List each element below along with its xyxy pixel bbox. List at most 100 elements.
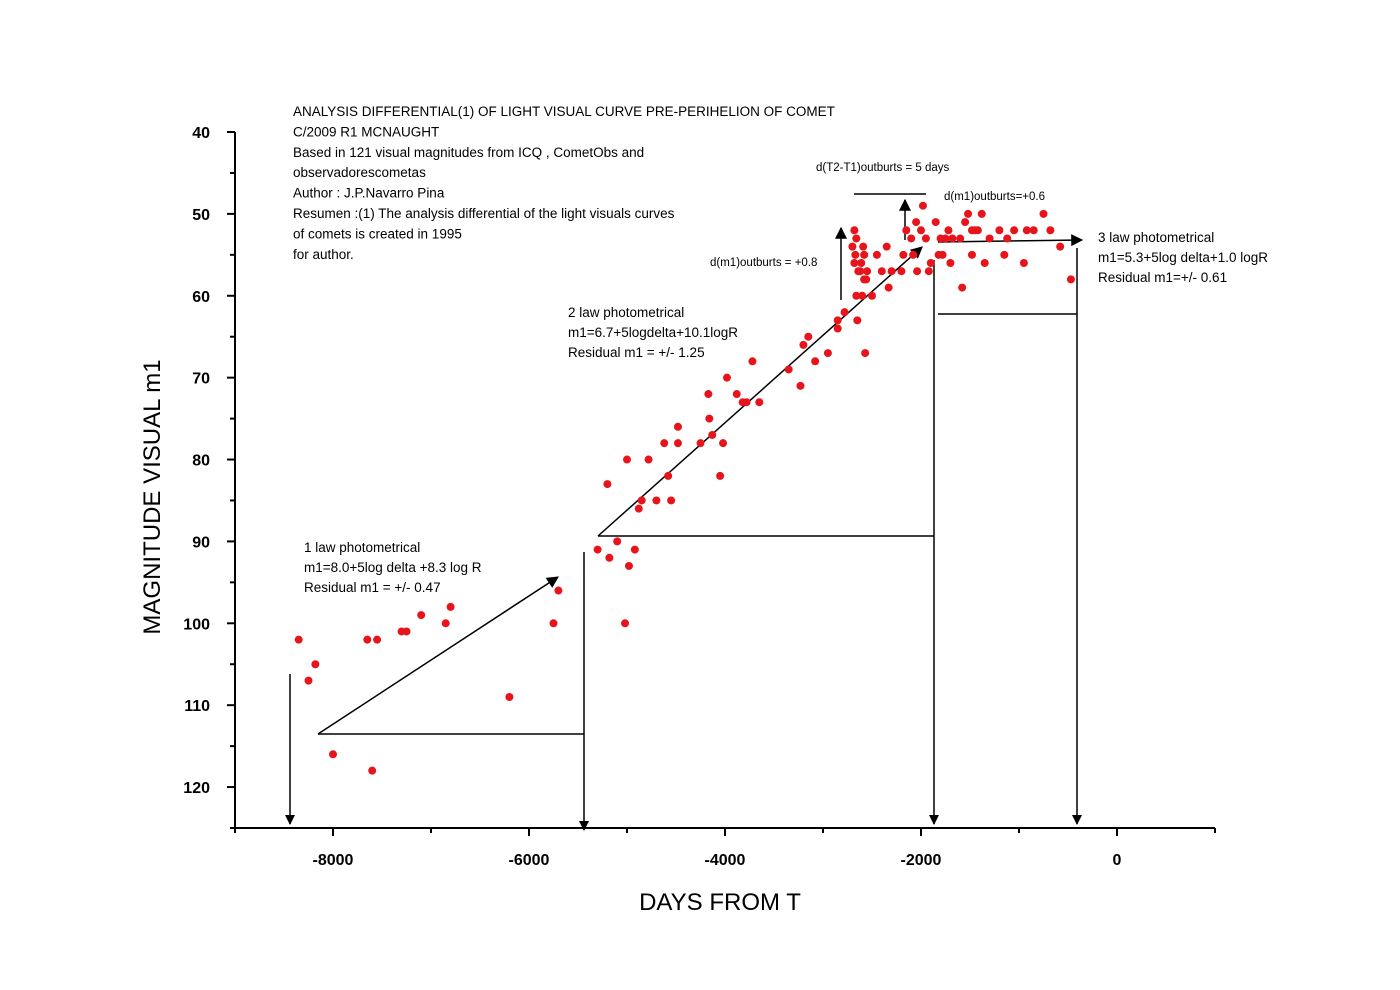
data-point: [851, 250, 860, 259]
data-point: [948, 234, 957, 243]
x-tick-label: -8000: [313, 852, 354, 869]
data-point: [921, 234, 930, 243]
data-point: [311, 660, 320, 669]
data-point: [329, 750, 337, 759]
data-point: [823, 349, 832, 358]
data-point: [624, 561, 633, 570]
law1-formula: m1=8.0+5log delta +8.3 log R: [304, 560, 482, 575]
data-point: [804, 332, 813, 341]
data-point: [441, 619, 450, 628]
data-point: [897, 267, 906, 276]
data-point: [402, 627, 411, 636]
data-point: [958, 283, 967, 292]
data-points: [294, 201, 1075, 775]
data-point: [294, 635, 303, 644]
law3-formula: m1=5.3+5log delta+1.0 logR: [1098, 250, 1268, 265]
data-point: [967, 250, 976, 259]
outburst-interval-label: d(T2-T1)outburts = 5 days: [816, 162, 950, 174]
law1-trend-arrow: [317, 576, 560, 735]
data-point: [853, 316, 862, 325]
data-point: [961, 218, 970, 227]
data-point: [505, 692, 514, 701]
law3-residual: Residual m1=+/- 0.61: [1098, 270, 1227, 285]
data-point: [912, 218, 921, 227]
data-point: [938, 250, 947, 259]
title-line-7: of comets is created in 1995: [293, 226, 462, 241]
data-point: [660, 439, 669, 448]
data-point: [857, 259, 866, 268]
law2-formula: m1=6.7+5logdelta+10.1logR: [568, 325, 738, 340]
data-point: [623, 455, 631, 464]
y-tick-label: 90: [192, 534, 210, 551]
data-point: [373, 635, 382, 644]
data-point: [852, 291, 861, 300]
data-point: [1029, 226, 1038, 235]
data-point: [664, 471, 673, 480]
data-point: [856, 267, 865, 276]
data-point: [907, 234, 916, 243]
data-point: [859, 242, 868, 251]
data-point: [637, 496, 646, 505]
title-line-8: for author.: [293, 247, 354, 262]
y-tick-label: 50: [192, 207, 210, 224]
y-axis-title: MAGNITUDE VISUAL m1: [139, 359, 166, 634]
y-tick-label: 110: [184, 698, 210, 715]
data-point: [944, 226, 953, 235]
x-tick-label: -4000: [705, 852, 746, 869]
data-point: [980, 259, 989, 268]
data-point: [667, 496, 676, 505]
data-point: [446, 602, 455, 611]
data-point: [304, 676, 313, 685]
data-point: [673, 439, 682, 448]
data-point: [840, 308, 849, 317]
data-point: [877, 267, 886, 276]
data-point: [848, 242, 857, 251]
data-point: [621, 619, 630, 628]
data-point: [977, 209, 986, 218]
law1-title: 1 law photometrical: [304, 540, 420, 555]
data-point: [630, 545, 639, 554]
data-point: [985, 234, 994, 243]
data-point: [931, 218, 940, 227]
data-point: [1039, 209, 1048, 218]
y-tick-label: 40: [192, 125, 210, 142]
data-point: [852, 234, 861, 243]
data-point: [862, 275, 871, 284]
data-point: [913, 267, 922, 276]
data-point: [603, 480, 612, 489]
law1-annotation: 1 law photometrical m1=8.0+5log delta +8…: [304, 540, 482, 595]
y-axis-ticks: 40 50 60 70 80 90 100 110 120: [183, 125, 235, 829]
law2-residual: Residual m1 = +/- 1.25: [568, 345, 705, 360]
data-point: [858, 291, 867, 300]
data-point: [995, 226, 1004, 235]
data-point: [887, 267, 896, 276]
data-point: [1066, 275, 1075, 284]
title-line-2: C/2009 R1 MCNAUGHT: [293, 124, 439, 139]
y-tick-label: 100: [183, 616, 210, 633]
data-point: [1000, 250, 1009, 259]
data-point: [1046, 226, 1055, 235]
law3-annotation: 3 law photometrical m1=5.3+5log delta+1.…: [1098, 230, 1268, 285]
data-point: [946, 259, 955, 268]
data-point: [748, 357, 757, 366]
data-point: [861, 349, 870, 358]
title-line-6: Resumen :(1) The analysis differential o…: [293, 206, 675, 221]
data-point: [755, 398, 764, 407]
y-tick-label: 60: [192, 289, 210, 306]
data-point: [549, 619, 558, 628]
data-point: [634, 504, 643, 513]
data-point: [644, 455, 653, 464]
data-point: [850, 226, 859, 235]
data-point: [860, 250, 869, 259]
outburst1-magnitude-label: d(m1)outburts = +0.8: [710, 257, 817, 269]
title-line-1: ANALYSIS DIFFERENTIAL(1) OF LIGHT VISUAL…: [293, 104, 835, 119]
data-point: [882, 242, 891, 251]
data-point: [1010, 226, 1019, 235]
y-tick-label: 120: [183, 780, 210, 797]
data-point: [417, 611, 426, 620]
data-point: [784, 365, 793, 374]
x-tick-label: -2000: [901, 852, 942, 869]
law1-residual: Residual m1 = +/- 0.47: [304, 580, 441, 595]
data-point: [593, 545, 602, 554]
data-point: [704, 390, 713, 399]
